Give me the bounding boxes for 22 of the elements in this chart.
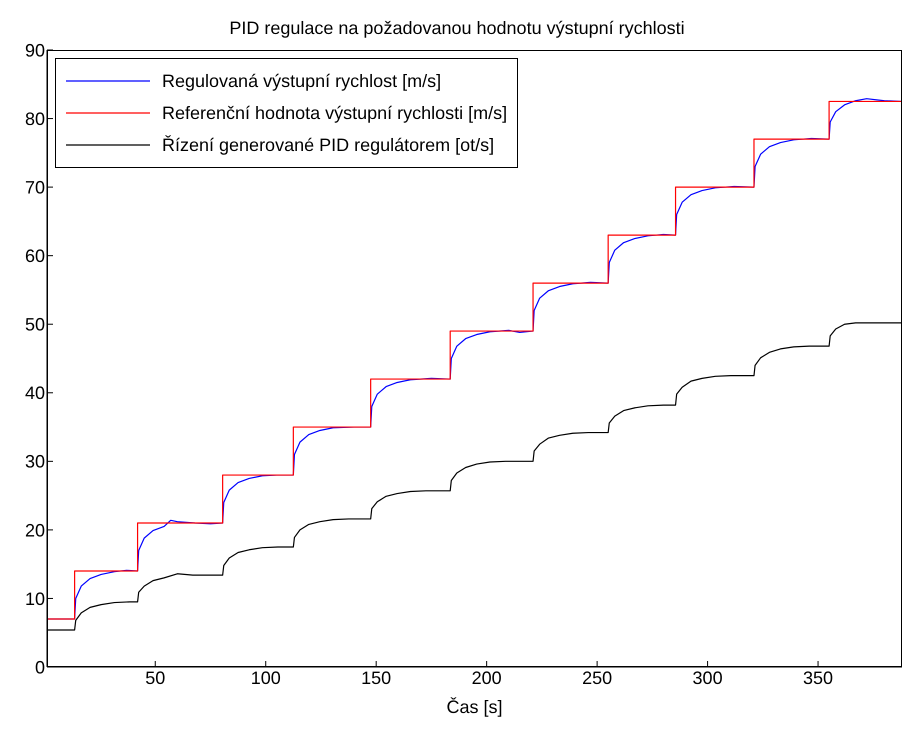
- x-tick-label: 300: [692, 668, 723, 688]
- y-tick-label: 40: [24, 383, 45, 404]
- y-tick-label: 90: [24, 40, 45, 60]
- y-tick-label: 70: [24, 178, 45, 198]
- x-tick-label: 100: [250, 668, 281, 688]
- chart-title: PID regulace na požadovanou hodnotu výstupní rychlosti: [228, 18, 686, 39]
- x-axis-title: Čas [s]: [446, 697, 503, 717]
- x-tick-label: 350: [803, 668, 834, 688]
- y-tick-label: 60: [24, 246, 45, 266]
- x-tick-label: 200: [472, 668, 502, 688]
- legend-label: Referenční hodnota výstupní rychlosti [m/s]: [162, 102, 508, 124]
- x-tick-label: 50: [145, 668, 166, 688]
- legend-label: Řízení generované PID regulátorem [ot/s]: [162, 134, 494, 156]
- y-tick-label: 20: [24, 520, 45, 540]
- y-tick-label: 50: [24, 314, 45, 335]
- y-tick-label: 30: [24, 452, 45, 472]
- y-tick-label: 0: [34, 657, 45, 678]
- y-tick-label: 80: [24, 108, 45, 129]
- legend-label: Regulovaná výstupní rychlost [m/s]: [162, 70, 442, 92]
- x-tick-label: 150: [361, 668, 392, 688]
- x-tick-label: 250: [582, 668, 612, 688]
- y-tick-label: 10: [24, 588, 45, 609]
